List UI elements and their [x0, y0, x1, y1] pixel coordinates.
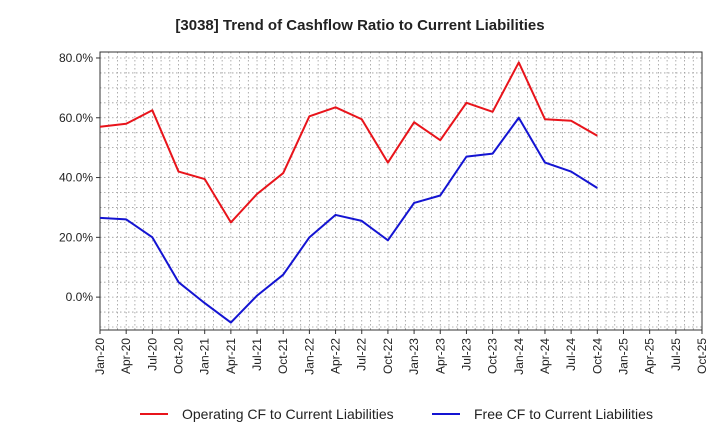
y-tick-label: 80.0%	[59, 51, 93, 65]
legend-label: Operating CF to Current Liabilities	[182, 406, 394, 422]
x-axis-ticks: Jan-20 Apr-20 Jul-20 Oct-20 Jan-21 Apr-21 Jul-…	[93, 330, 709, 375]
x-tick-label: Jan-21	[198, 338, 212, 375]
x-tick-label: Jan-20	[93, 338, 107, 375]
x-tick-label: Apr-23	[433, 338, 447, 374]
x-tick-label: Apr-22	[329, 338, 343, 374]
x-tick-label: Jan-24	[512, 338, 526, 375]
x-tick-label: Jan-25	[616, 338, 630, 375]
x-tick-label: Oct-25	[695, 338, 709, 374]
y-tick-label: 20.0%	[59, 230, 93, 244]
y-tick-label: 40.0%	[59, 171, 93, 185]
x-tick-label: Oct-23	[486, 338, 500, 374]
legend-label: Free CF to Current Liabilities	[474, 406, 653, 422]
x-tick-label: Apr-20	[119, 338, 133, 374]
grid-lines	[100, 52, 702, 330]
y-axis-ticks: 0.0% 20.0% 40.0% 60.0% 80.0%	[59, 51, 100, 304]
x-tick-label: Oct-20	[172, 338, 186, 374]
chart-title: [3038] Trend of Cashflow Ratio to Curren…	[175, 17, 544, 34]
x-tick-label: Jul-25	[669, 338, 683, 371]
x-tick-label: Oct-22	[381, 338, 395, 374]
x-tick-label: Jul-24	[564, 338, 578, 371]
x-tick-label: Jul-22	[355, 338, 369, 371]
x-tick-label: Jan-22	[302, 338, 316, 375]
series-line-operating-cf	[99, 61, 598, 224]
legend: Operating CF to Current Liabilities Free …	[140, 406, 653, 422]
plot-area	[99, 51, 703, 331]
x-tick-label: Apr-21	[224, 338, 238, 374]
x-tick-label: Jul-23	[459, 338, 473, 371]
x-tick-label: Jul-21	[250, 338, 264, 371]
x-tick-label: Oct-21	[276, 338, 290, 374]
y-tick-label: 60.0%	[59, 111, 93, 125]
x-tick-label: Apr-24	[538, 338, 552, 374]
series-lines	[99, 61, 598, 324]
y-tick-label: 0.0%	[66, 290, 94, 304]
x-tick-label: Oct-24	[590, 338, 604, 374]
x-tick-label: Jan-23	[407, 338, 421, 375]
series-line-free-cf	[99, 116, 598, 324]
x-tick-label: Apr-25	[643, 338, 657, 374]
x-tick-label: Jul-20	[145, 338, 159, 371]
